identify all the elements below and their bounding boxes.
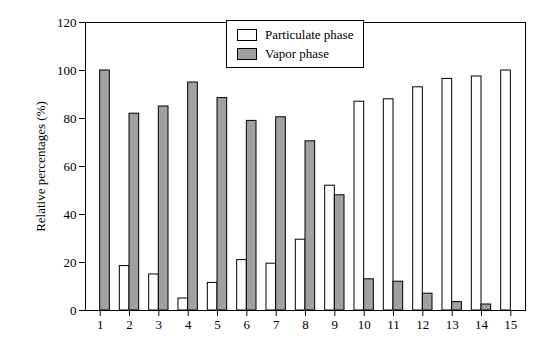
svg-text:11: 11 — [387, 317, 400, 332]
svg-text:15: 15 — [504, 317, 517, 332]
svg-text:1: 1 — [97, 317, 104, 332]
svg-text:12: 12 — [416, 317, 429, 332]
svg-text:120: 120 — [57, 15, 77, 30]
svg-text:6: 6 — [244, 317, 251, 332]
svg-text:10: 10 — [358, 317, 371, 332]
svg-text:14: 14 — [475, 317, 489, 332]
html-text:Vapor phase: Vapor phase — [265, 46, 329, 61]
svg-text:100: 100 — [57, 63, 77, 78]
svg-text:13: 13 — [446, 317, 459, 332]
svg-text:20: 20 — [64, 255, 77, 270]
svg-text:40: 40 — [64, 207, 77, 222]
svg-text:Relative percentages (%): Relative percentages (%) — [33, 101, 48, 232]
html-text:Particulate phase: Particulate phase — [265, 27, 354, 42]
svg-text:4: 4 — [185, 317, 192, 332]
svg-text:9: 9 — [332, 317, 339, 332]
svg-text:60: 60 — [64, 159, 77, 174]
svg-text:8: 8 — [302, 317, 309, 332]
svg-text:7: 7 — [273, 317, 280, 332]
svg-text:5: 5 — [214, 317, 221, 332]
svg-text:3: 3 — [156, 317, 163, 332]
svg-text:80: 80 — [64, 111, 77, 126]
svg-text:0: 0 — [70, 303, 77, 318]
svg-text:2: 2 — [126, 317, 133, 332]
